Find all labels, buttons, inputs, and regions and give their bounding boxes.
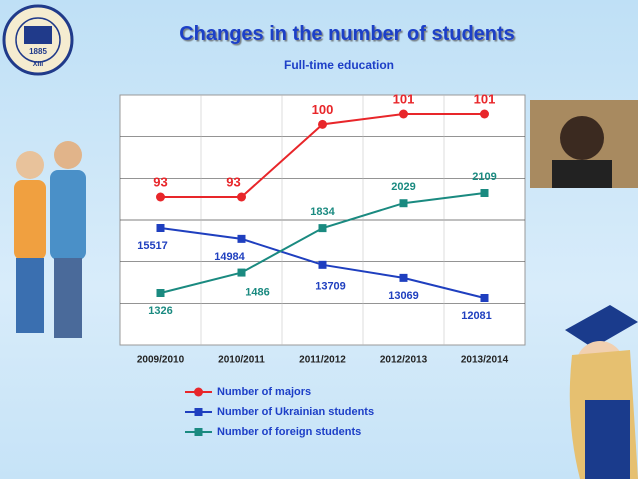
legend-marker bbox=[194, 387, 203, 397]
legend-marker bbox=[194, 428, 203, 436]
legend-marker bbox=[194, 408, 203, 416]
x-tick-label: 2012/2013 bbox=[380, 355, 428, 366]
point bbox=[237, 268, 246, 277]
point bbox=[318, 224, 327, 233]
legend-label: Number of Ukrainian students bbox=[217, 406, 374, 418]
logo: 1885 XIII bbox=[2, 4, 74, 76]
data-label: 12081 bbox=[461, 310, 492, 322]
data-label: 1834 bbox=[310, 206, 335, 218]
x-tick-label: 2011/2012 bbox=[299, 355, 346, 366]
data-label: 93 bbox=[153, 174, 167, 189]
point bbox=[318, 119, 327, 129]
point bbox=[399, 273, 408, 282]
data-label: 100 bbox=[312, 102, 334, 117]
legend-label: Number of majors bbox=[217, 386, 311, 398]
point bbox=[156, 192, 165, 202]
man-photo bbox=[530, 100, 638, 188]
data-label: 13069 bbox=[388, 290, 419, 302]
point bbox=[318, 260, 327, 269]
point bbox=[399, 199, 408, 208]
point bbox=[480, 189, 489, 197]
logo-year: 1885 bbox=[29, 47, 47, 56]
logo-numeral: XIII bbox=[33, 61, 44, 68]
chart-title: Changes in the number of students bbox=[179, 23, 515, 45]
data-label: 1326 bbox=[148, 305, 172, 317]
point bbox=[480, 109, 489, 119]
point bbox=[399, 109, 408, 119]
point bbox=[237, 192, 246, 202]
data-label: 101 bbox=[393, 91, 415, 106]
point bbox=[156, 289, 165, 297]
data-label: 2029 bbox=[391, 181, 415, 193]
data-label: 13709 bbox=[315, 281, 346, 293]
x-tick-label: 2013/2014 bbox=[461, 355, 509, 366]
chart-subtitle: Full-time education bbox=[284, 58, 394, 72]
x-tick-label: 2009/2010 bbox=[137, 355, 185, 366]
legend-label: Number of foreign students bbox=[217, 426, 361, 438]
data-label: 101 bbox=[474, 91, 496, 106]
point bbox=[480, 294, 489, 302]
data-label: 14984 bbox=[214, 251, 245, 263]
data-label: 93 bbox=[226, 174, 240, 189]
point bbox=[237, 234, 246, 243]
data-label: 15517 bbox=[137, 240, 168, 252]
data-label: 2109 bbox=[472, 171, 496, 183]
data-label: 1486 bbox=[245, 286, 269, 298]
students-photo bbox=[14, 141, 86, 338]
graduate-photo bbox=[565, 305, 638, 479]
x-tick-label: 2010/2011 bbox=[218, 355, 265, 366]
point bbox=[156, 224, 165, 232]
